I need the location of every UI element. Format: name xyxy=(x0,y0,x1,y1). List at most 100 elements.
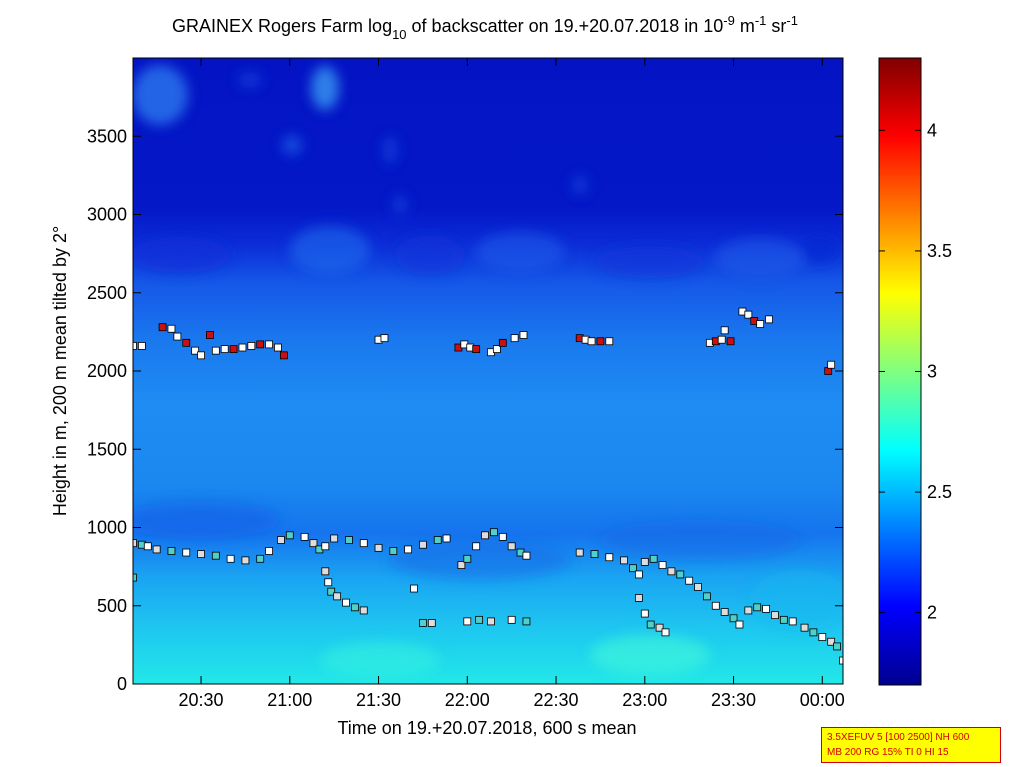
boundary_layer_height-marker xyxy=(152,545,161,554)
boundary_layer_height-marker xyxy=(507,542,516,551)
lower_layer-marker xyxy=(661,628,670,637)
lower_layer-marker xyxy=(321,567,330,576)
aerosol_layer_top-marker xyxy=(720,326,729,335)
boundary_layer_height-marker xyxy=(321,542,330,551)
boundary_layer_height-marker xyxy=(640,558,649,566)
cb-tick-label-2: 3 xyxy=(927,362,937,382)
aerosol_layer_top-marker xyxy=(238,343,247,352)
aerosol_layer_top-marker xyxy=(137,342,146,350)
lower_layer-marker xyxy=(133,573,137,582)
boundary_layer_height-marker xyxy=(762,604,770,613)
info-line-1: 3.5XEFUV 5 [100 2500] NH 600 xyxy=(827,732,970,743)
lower_layer-marker xyxy=(333,592,342,601)
boundary_layer_height-marker xyxy=(711,601,720,610)
boundary_layer_height-marker xyxy=(735,620,744,629)
boundary_layer_height-marker xyxy=(720,608,729,616)
lower_layer-marker xyxy=(507,615,516,624)
aerosol_layer_top-marker xyxy=(158,323,167,332)
boundary_layer_height-marker xyxy=(779,615,788,624)
chart-title: GRAINEX Rogers Farm log10 of backscatter… xyxy=(172,13,798,42)
boundary_layer_height-marker xyxy=(330,534,339,543)
boundary_layer_height-marker xyxy=(658,561,667,569)
boundary_layer_height-marker xyxy=(753,603,762,612)
aerosol_layer_top-marker xyxy=(744,310,753,319)
lower_layer-marker xyxy=(342,598,350,607)
lower_layer-marker xyxy=(410,584,418,593)
boundary_layer_height-marker xyxy=(590,550,599,559)
aerosol_layer_top-marker xyxy=(211,346,220,355)
y-tick-label-5: 2500 xyxy=(87,283,127,303)
aerosol_layer_top-marker xyxy=(605,337,614,346)
boundary_layer_height-marker xyxy=(345,536,353,544)
boundary_layer_height-marker xyxy=(729,614,738,623)
boundary_layer_height-marker xyxy=(433,536,442,544)
boundary_layer_height-marker xyxy=(226,554,235,563)
boundary_layer_height-marker xyxy=(277,536,285,544)
lower_layer-marker xyxy=(359,606,368,615)
aerosol_layer_top-marker xyxy=(717,335,726,344)
aerosol_layer_top-marker xyxy=(827,360,836,369)
boundary_layer_height-marker xyxy=(575,548,584,557)
aerosol_layer_top-marker xyxy=(229,345,238,353)
aerosol_layer_top-marker xyxy=(726,337,735,346)
lower_layer-marker xyxy=(646,620,655,629)
colorbar-ticks: 2 2.5 3 3.5 4 xyxy=(879,120,952,623)
boundary_layer_height-marker xyxy=(649,554,658,563)
boundary_layer_height-marker xyxy=(809,628,818,637)
lower_layer-marker xyxy=(640,609,649,618)
x-axis-label: Time on 19.+20.07.2018, 600 s mean xyxy=(337,718,636,738)
boundary_layer_height-marker xyxy=(818,633,827,641)
boundary_layer_height-marker xyxy=(634,570,643,579)
boundary_layer_height-marker xyxy=(833,642,841,651)
boundary_layer_height-marker xyxy=(457,561,466,569)
boundary_layer_height-marker xyxy=(300,532,309,541)
x-tick-label-6: 23:30 xyxy=(711,690,756,710)
boundary_layer_height-marker xyxy=(419,540,427,549)
aerosol_layer_top-marker xyxy=(206,331,214,339)
x-tick-label-7: 00:00 xyxy=(800,690,845,710)
lower_layer-marker xyxy=(487,617,495,626)
cb-tick-label-0: 2 xyxy=(927,603,937,623)
boundary_layer_height-marker xyxy=(167,547,176,555)
boundary_layer_height-marker xyxy=(694,583,702,591)
aerosol_layer_top-marker xyxy=(596,337,605,346)
boundary_layer_height-marker xyxy=(800,623,809,632)
boundary_layer_height-marker xyxy=(788,617,797,626)
boundary_layer_height-marker xyxy=(256,554,265,563)
x-tick-label-0: 20:30 xyxy=(179,690,224,710)
lower_layer-marker xyxy=(419,619,427,627)
boundary_layer_height-marker xyxy=(667,567,676,576)
x-tick-label-2: 21:30 xyxy=(356,690,401,710)
aerosol_layer_top-marker xyxy=(498,338,507,347)
aerosol_layer_top-marker xyxy=(472,345,481,353)
y-tick-label-7: 3500 xyxy=(87,126,127,146)
boundary_layer_height-marker xyxy=(463,554,472,563)
x-tick-label-4: 22:30 xyxy=(534,690,579,710)
boundary_layer_height-marker xyxy=(481,531,489,540)
x-axis-ticks: 20:30 21:00 21:30 22:00 22:30 23:00 23:30 00:00 xyxy=(179,58,845,710)
boundary_layer_height-marker xyxy=(285,531,294,540)
boundary_layer_height-marker xyxy=(629,564,637,573)
aerosol_layer_top-marker xyxy=(380,334,389,343)
info-line-2: MB 200 RG 15% TI 0 HI 15 xyxy=(827,747,949,758)
aerosol_layer_top-marker xyxy=(587,337,596,346)
y-tick-label-4: 2000 xyxy=(87,361,127,381)
boundary_layer_height-marker xyxy=(133,539,137,548)
y-tick-label-2: 1000 xyxy=(87,518,127,538)
boundary_layer_height-marker xyxy=(620,556,628,565)
lower_layer-marker xyxy=(463,617,472,626)
aerosol_layer_top-marker xyxy=(519,331,528,339)
processing-info-box: 3.5XEFUV 5 [100 2500] NH 600 MB 200 RG 1… xyxy=(821,727,1001,763)
y-tick-label-3: 1500 xyxy=(87,439,127,459)
cb-tick-label-3: 3.5 xyxy=(927,241,952,261)
boundary_layer_height-marker xyxy=(490,528,498,537)
aerosol_layer_top-marker xyxy=(247,342,256,350)
boundary_layer_height-marker xyxy=(522,551,531,560)
boundary_layer_height-marker xyxy=(839,656,843,665)
layer-markers xyxy=(133,307,843,665)
boundary_layer_height-marker xyxy=(241,556,250,565)
aerosol_layer_top-marker xyxy=(274,343,282,352)
boundary_layer_height-marker xyxy=(827,637,836,646)
boundary_layer_height-marker xyxy=(472,542,481,551)
aerosol_layer_top-marker xyxy=(182,338,191,347)
